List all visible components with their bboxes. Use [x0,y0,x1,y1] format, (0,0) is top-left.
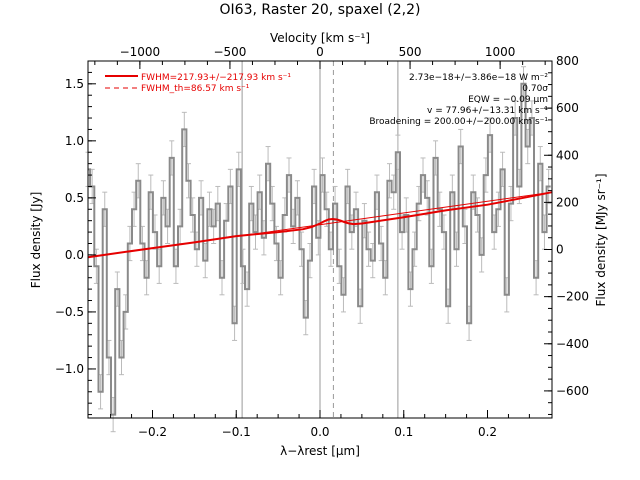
y2-tick-label: −200 [556,290,589,304]
annotation-velocity: v = 77.96+/−13.31 km s⁻¹ [427,106,548,116]
y2-tick-label: −400 [556,337,589,351]
x2-tick-label: 0 [316,45,324,59]
y-tick-label: −0.5 [55,305,84,319]
legend: FWHM=217.93+/−217.93 km s⁻¹ FWHM_th=86.5… [105,73,291,94]
y2-tick-label: 600 [556,101,579,115]
reference-lines [241,61,399,418]
y-tick-label: 0.0 [65,248,84,262]
x-axis-label: λ−λrest [μm] [280,444,360,458]
legend-label-thermal: FWHM_th=86.57 km s⁻¹ [141,84,250,94]
annotation-broadening: Broadening = 200.00+/−200.00 km s⁻¹ [369,117,548,127]
y-tick-label: 1.5 [65,77,84,91]
y-axis-label: Flux density [Jy] [29,192,43,289]
x-tick-label: −0.2 [138,425,167,439]
x2-tick-label: −500 [213,45,246,59]
x-tick-label: 0.0 [310,425,329,439]
y2-tick-label: −600 [556,384,589,398]
axis-ticks: −0.2 −0.1 0.0 0.1 0.2 −1000 −500 0 500 1000 −1.0 −0… [55,45,589,439]
spectrum-step-line [88,82,551,416]
y2-axis-label: Flux density [MJy sr⁻¹] [594,173,608,306]
y-tick-label: 1.0 [65,134,84,148]
y2-tick-label: 0 [556,243,564,257]
y2-tick-label: 800 [556,54,579,68]
x2-tick-label: 500 [399,45,422,59]
y2-tick-label: 200 [556,195,579,209]
x2-axis-label: Velocity [km s⁻¹] [270,31,370,45]
y-tick-label: −1.0 [55,362,84,376]
x-tick-label: 0.1 [394,425,413,439]
x-tick-label: −0.1 [222,425,251,439]
x2-tick-label: −1000 [120,45,161,59]
legend-label-fit: FWHM=217.93+/−217.93 km s⁻¹ [141,73,291,83]
annotation-line-flux: 2.73e−18+/−3.86e−18 W m⁻² [409,73,548,83]
annotation-sigma: 0.70σ [522,84,548,94]
y-tick-label: 0.5 [65,191,84,205]
x-tick-label: 0.2 [478,425,497,439]
annotation-eqw: EQW = −0.09 μm [468,95,548,105]
fit-annotations: 2.73e−18+/−3.86e−18 W m⁻² 0.70σ EQW = −0… [369,73,548,127]
x2-tick-label: 1000 [485,45,516,59]
y2-tick-label: 400 [556,148,579,162]
fit-line [87,191,553,259]
chart-title: OI63, Raster 20, spaxel (2,2) [220,2,421,18]
